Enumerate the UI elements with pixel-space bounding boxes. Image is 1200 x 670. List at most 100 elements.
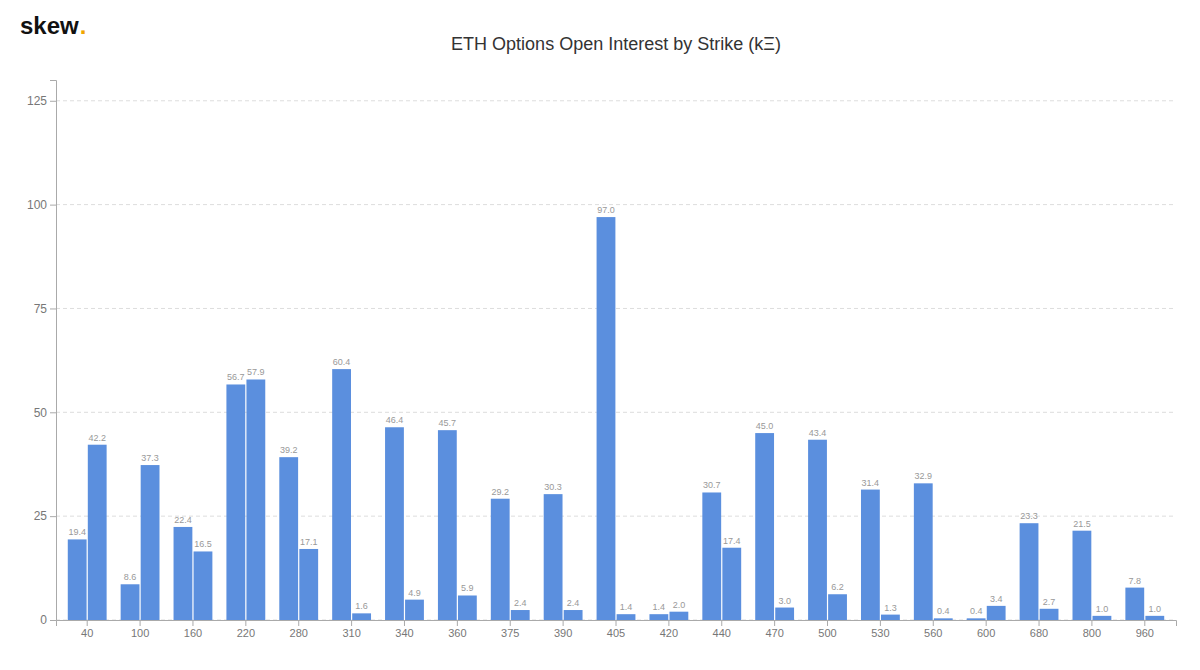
bar — [755, 433, 774, 620]
bar — [828, 594, 847, 620]
data-label: 97.0 — [597, 205, 615, 215]
x-tick-mark — [616, 620, 617, 626]
bar — [544, 494, 563, 620]
bar — [1040, 609, 1059, 620]
x-tick-label: 390 — [554, 627, 572, 639]
x-tick-label: 800 — [1083, 627, 1101, 639]
y-tick: 25 — [34, 509, 56, 523]
data-label: 21.5 — [1073, 519, 1091, 529]
y-axis-line — [50, 81, 57, 621]
data-label: 1.4 — [653, 602, 666, 612]
y-tick-mark — [50, 205, 56, 206]
bars — [68, 217, 1164, 620]
bar — [914, 483, 933, 620]
chart: skew.ETH Options Open Interest by Strike… — [0, 0, 1200, 670]
data-label: 56.7 — [227, 372, 245, 382]
x-tick: 40 — [81, 620, 93, 639]
x-tick-label: 40 — [81, 627, 93, 639]
data-labels: 19.48.622.456.739.260.446.445.729.230.39… — [68, 205, 1161, 616]
bar — [1145, 616, 1164, 620]
y-axis: 0255075100125 — [27, 81, 57, 628]
x-tick-mark — [986, 620, 987, 626]
x-tick: 470 — [765, 620, 783, 639]
data-label: 3.4 — [990, 594, 1003, 604]
x-tick-mark — [774, 620, 775, 626]
y-tick-label: 100 — [27, 198, 47, 212]
bar — [987, 606, 1006, 620]
x-tick-mark — [880, 620, 881, 626]
x-tick: 220 — [237, 620, 255, 639]
bar — [702, 492, 721, 620]
x-tick: 500 — [818, 620, 836, 639]
x-tick: 800 — [1083, 620, 1101, 639]
data-label: 2.0 — [673, 600, 686, 610]
x-tick: 375 — [501, 620, 519, 639]
x-tick-label: 220 — [237, 627, 255, 639]
x-tick-mark — [298, 620, 299, 626]
y-tick: 50 — [34, 406, 56, 420]
bar — [597, 217, 616, 620]
data-label: 57.9 — [247, 367, 265, 377]
x-tick: 280 — [290, 620, 308, 639]
bar — [88, 445, 107, 620]
y-tick-label: 50 — [34, 406, 48, 420]
grid-line — [56, 516, 1176, 517]
x-tick-mark — [1091, 620, 1092, 626]
data-label: 0.4 — [937, 606, 950, 616]
bar — [1072, 531, 1091, 620]
x-tick: 530 — [871, 620, 889, 639]
y-tick-label: 0 — [40, 613, 47, 627]
x-tick: 340 — [395, 620, 413, 639]
x-tick-label: 340 — [395, 627, 413, 639]
x-tick-mark — [933, 620, 934, 626]
bar — [458, 595, 477, 620]
bar — [279, 457, 298, 620]
y-tick-label: 75 — [34, 302, 48, 316]
x-tick: 680 — [1030, 620, 1048, 639]
y-tick-label: 25 — [34, 509, 48, 523]
x-tick-label: 500 — [818, 627, 836, 639]
bar — [174, 527, 193, 620]
bar — [405, 600, 424, 620]
x-tick: 560 — [924, 620, 942, 639]
annotation: . — [80, 12, 87, 39]
x-tick-label: 600 — [977, 627, 995, 639]
x-tick-label: 405 — [607, 627, 625, 639]
bar — [669, 612, 688, 620]
grid-line — [56, 308, 1176, 309]
bar — [722, 548, 741, 620]
data-label: 1.4 — [620, 602, 633, 612]
bar — [967, 618, 986, 620]
data-label: 1.3 — [884, 603, 897, 613]
annotation: skew — [20, 12, 79, 39]
data-label: 32.9 — [915, 471, 933, 481]
x-tick: 960 — [1136, 620, 1154, 639]
bar — [352, 613, 371, 620]
data-label: 1.6 — [355, 601, 368, 611]
bar — [861, 490, 880, 620]
data-label: 16.5 — [194, 539, 212, 549]
x-tick-mark — [563, 620, 564, 626]
data-label: 31.4 — [862, 478, 880, 488]
bar — [385, 427, 404, 620]
bar — [194, 551, 213, 620]
data-label: 0.4 — [970, 606, 983, 616]
y-tick-mark — [50, 101, 56, 102]
data-label: 17.4 — [723, 536, 741, 546]
x-tick-label: 280 — [290, 627, 308, 639]
x-tick: 600 — [977, 620, 995, 639]
x-tick-label: 560 — [924, 627, 942, 639]
bar — [226, 384, 245, 620]
data-label: 37.3 — [141, 453, 159, 463]
bar — [564, 610, 583, 620]
bar — [1125, 588, 1144, 620]
bar — [649, 614, 668, 620]
grid-line — [56, 412, 1176, 413]
bar — [1020, 523, 1039, 620]
data-label: 3.0 — [778, 596, 791, 606]
x-tick-label: 960 — [1136, 627, 1154, 639]
x-tick-mark — [404, 620, 405, 626]
x-tick-mark — [87, 620, 88, 626]
x-tick-mark — [140, 620, 141, 626]
data-label: 29.2 — [491, 487, 509, 497]
